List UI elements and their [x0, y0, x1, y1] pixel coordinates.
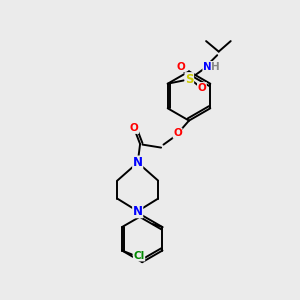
Text: N: N	[133, 205, 143, 218]
Text: N: N	[203, 61, 212, 72]
Text: O: O	[176, 61, 185, 72]
Text: O: O	[197, 82, 206, 93]
Text: O: O	[173, 128, 182, 138]
Text: O: O	[130, 123, 139, 134]
Text: N: N	[133, 156, 143, 169]
Text: H: H	[211, 61, 220, 72]
Text: Cl: Cl	[134, 251, 145, 261]
Text: S: S	[185, 73, 194, 86]
